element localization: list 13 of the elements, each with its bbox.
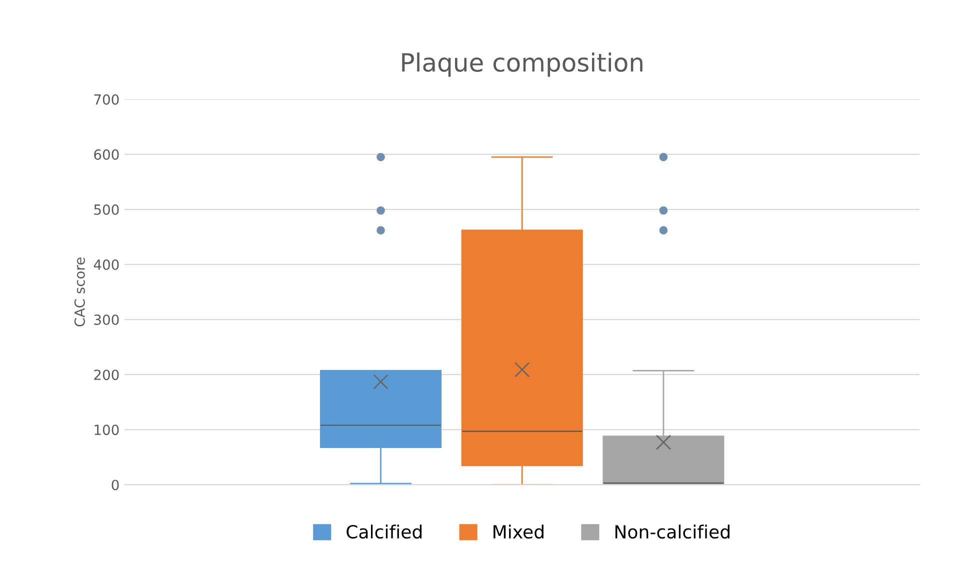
y-tick-label: 100 (94, 424, 119, 436)
y-axis-title: CAC score (74, 258, 85, 326)
y-tick-label: 400 (94, 259, 119, 270)
y-tick-label: 600 (94, 149, 119, 160)
legend-label: Mixed (494, 524, 544, 539)
y-tick-label: 500 (94, 204, 119, 215)
y-tick-label: 300 (94, 314, 119, 326)
legend-label: Non-calcified (615, 524, 730, 539)
chart-title: Plaque composition (402, 52, 642, 77)
legend-label: Calcified (346, 524, 422, 539)
y-tick-label: 0 (112, 480, 119, 490)
y-tick-label: 700 (94, 94, 119, 105)
y-tick-label: 200 (94, 370, 119, 380)
